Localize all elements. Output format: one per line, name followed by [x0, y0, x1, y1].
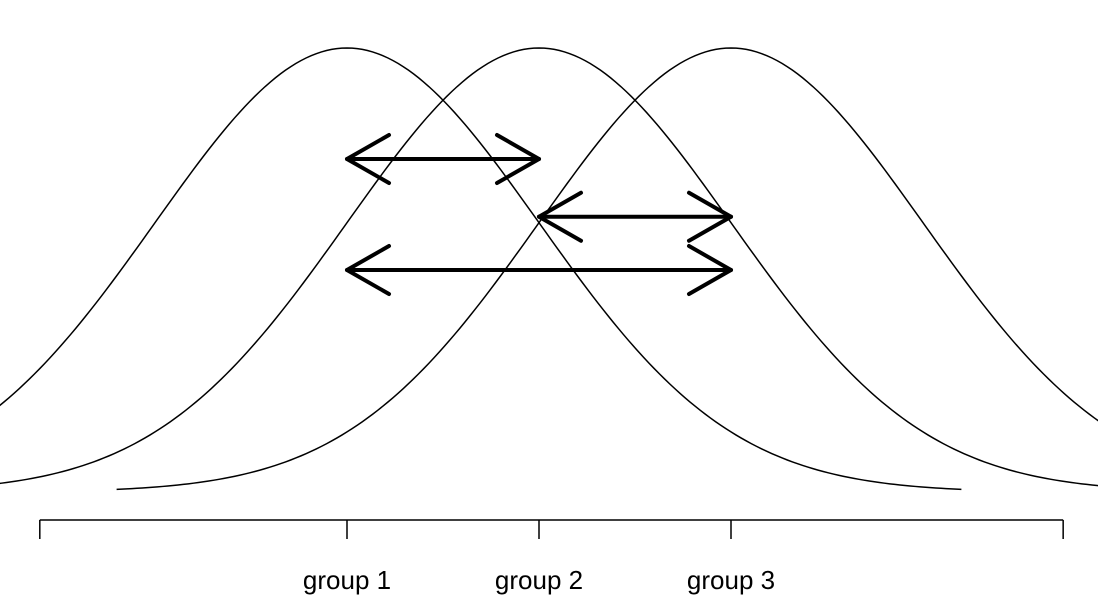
tick-label: group 3: [687, 565, 775, 595]
arrow-head-right: [687, 244, 733, 296]
comparison-arrow-1: [345, 133, 541, 185]
tick-label: group 2: [495, 565, 583, 595]
x-axis: group 1 group 2 group 3: [39, 519, 1064, 595]
arrow-head-left: [345, 244, 391, 296]
density-curve-2: [0, 47, 1098, 487]
density-curve-1: [0, 47, 962, 491]
comparison-arrows: [345, 133, 733, 296]
arrow-head-left: [345, 133, 391, 185]
density-curves: [0, 47, 1098, 491]
comparison-arrow-3: [345, 244, 733, 296]
density-curve-3: [116, 47, 1098, 491]
tick-label: group 1: [303, 565, 391, 595]
arrow-head-left: [537, 190, 583, 243]
arrow-head-right: [687, 190, 733, 243]
comparison-arrow-2: [537, 190, 733, 243]
arrow-head-right: [495, 133, 541, 185]
